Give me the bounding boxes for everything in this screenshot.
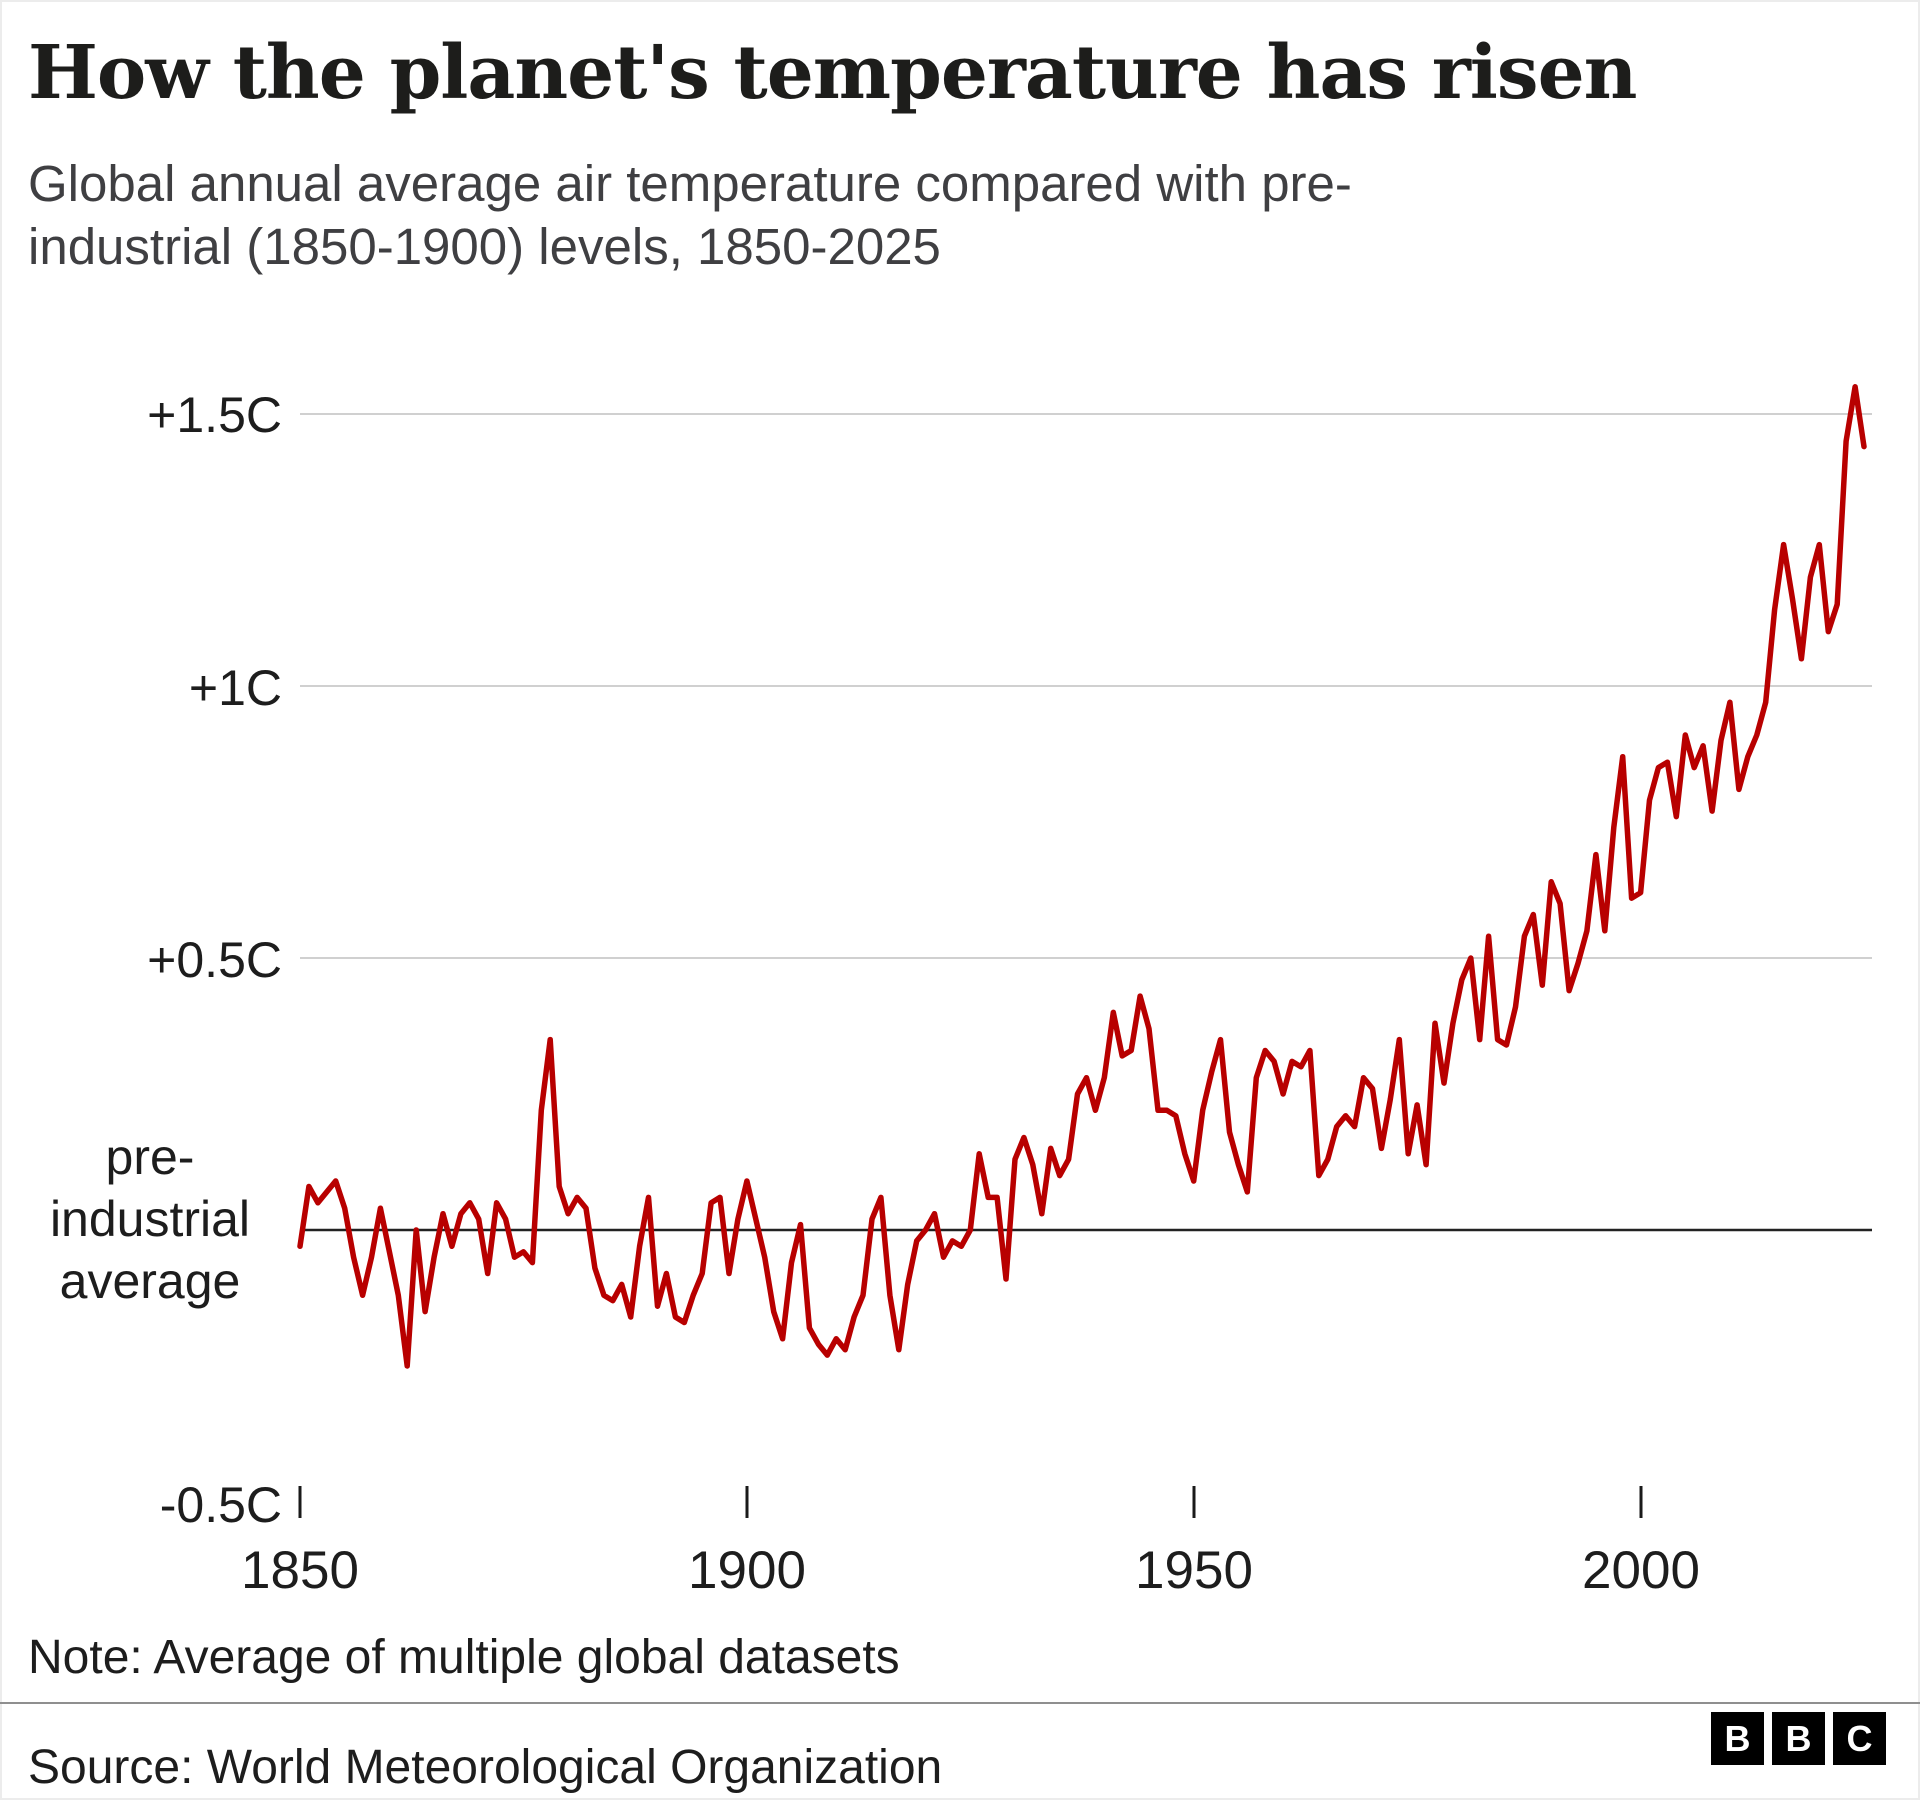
y-axis-label-plus-0-5c: +0.5C — [147, 932, 282, 988]
baseline-label-line-2: industrial — [49, 1191, 251, 1247]
x-axis-label-1850: 1850 — [241, 1541, 359, 1600]
x-axis-label-2000: 2000 — [1582, 1541, 1700, 1600]
bbc-logo-block-b1: B — [1711, 1712, 1764, 1765]
y-axis-label-minus-0-5c: -0.5C — [159, 1477, 282, 1533]
x-axis-ticks — [298, 1486, 1643, 1518]
bbc-logo-block-b2: B — [1772, 1712, 1825, 1765]
note-text: Note: Average of multiple global dataset… — [28, 1631, 900, 1684]
baseline-label: pre- industrial average — [0, 1126, 300, 1312]
temperature-line — [297, 384, 1867, 1369]
bbc-logo: B B C — [1711, 1712, 1886, 1765]
source-text: Source: World Meteorological Organizatio… — [28, 1741, 943, 1794]
baseline-label-line-3: average — [59, 1253, 241, 1309]
y-axis-label-plus-1c: +1C — [188, 660, 282, 716]
chart-subtitle: Global annual average air temperature co… — [28, 155, 1352, 276]
bbc-logo-block-c: C — [1833, 1712, 1886, 1765]
baseline-label-line-1: pre- — [105, 1129, 195, 1185]
x-axis-label-1900: 1900 — [688, 1541, 806, 1600]
y-axis-label-plus-1-5c: +1.5C — [147, 387, 282, 443]
chart-title: How the planet's temperature has risen — [28, 30, 1637, 116]
x-axis-label-1950: 1950 — [1135, 1541, 1253, 1600]
footer-divider — [0, 1702, 1920, 1704]
gridlines — [300, 413, 1872, 959]
